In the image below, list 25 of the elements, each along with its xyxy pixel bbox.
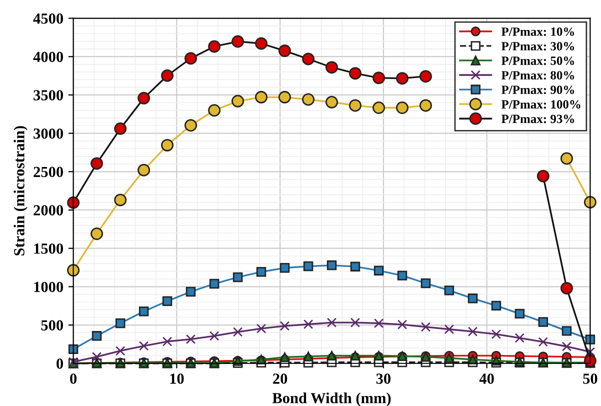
y-tick-label: 4500 bbox=[33, 13, 64, 24]
y-tick-label: 4000 bbox=[33, 52, 64, 62]
legend-label: P/Pmax: 30% bbox=[501, 42, 574, 50]
y-tick-label: 3500 bbox=[34, 90, 64, 100]
y-tick-label: 1500 bbox=[34, 243, 64, 254]
legend-label: P/Pmax: 90% bbox=[501, 86, 574, 94]
y-tick-label: 1000 bbox=[34, 282, 64, 292]
x-tick-label: 30 bbox=[376, 374, 390, 384]
legend-label: P/Pmax: 50% bbox=[501, 56, 574, 66]
legend-label: P/Pmax: 80% bbox=[501, 71, 574, 80]
x-tick-label: 20 bbox=[273, 374, 288, 384]
y-tick-label: 2500 bbox=[34, 166, 64, 178]
y-tick-label: 500 bbox=[41, 320, 64, 330]
y-axis-title: Strain (microstrain) bbox=[14, 126, 28, 256]
x-tick-label: 10 bbox=[170, 374, 184, 384]
y-tick-label: 3000 bbox=[34, 128, 64, 139]
x-axis-title: Bond Width (mm) bbox=[272, 392, 391, 406]
legend-label: P/Pmax: 100% bbox=[501, 100, 580, 109]
x-tick-label: 50 bbox=[583, 374, 598, 384]
y-tick-label: 0 bbox=[56, 358, 64, 369]
legend-label: P/Pmax: 10% bbox=[501, 27, 574, 36]
x-tick-label: 0 bbox=[70, 374, 77, 384]
y-tick-label: 2000 bbox=[34, 205, 64, 216]
legend-label: P/Pmax: 93% bbox=[501, 114, 574, 124]
x-tick-label: 40 bbox=[479, 374, 494, 384]
